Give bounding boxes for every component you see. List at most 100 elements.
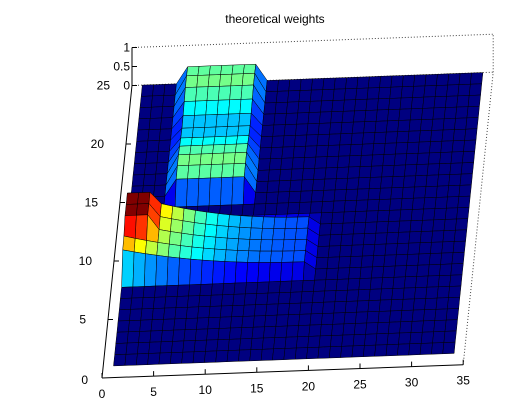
surface-cell	[125, 192, 139, 205]
surface-cell	[295, 227, 309, 240]
surface-cell	[373, 131, 387, 144]
surface-cell	[176, 284, 190, 297]
surface-cell	[261, 228, 275, 241]
surface-cell	[203, 126, 217, 138]
surface-cell	[379, 187, 393, 200]
surface-cell	[333, 301, 347, 314]
surface-cell	[463, 139, 477, 152]
surface-cell	[199, 283, 213, 296]
surface-cell	[457, 83, 471, 97]
y-tick-label: 15	[85, 196, 99, 210]
surface-cell	[273, 113, 287, 126]
surface-cell	[233, 152, 247, 164]
surface-cell	[361, 143, 375, 156]
surface-cell	[146, 140, 160, 153]
surface-cell	[204, 114, 218, 128]
surface-cell	[349, 143, 363, 157]
y-tick-label: 5	[79, 313, 86, 327]
surface-cell	[269, 158, 283, 171]
surface-cell	[305, 134, 319, 147]
surface-cell	[375, 221, 389, 234]
surface-cell	[365, 322, 379, 335]
surface-cell	[412, 197, 426, 210]
surface-cell	[139, 95, 153, 108]
surface-cell	[406, 141, 420, 154]
surface-cell	[278, 180, 292, 193]
surface-cell	[292, 145, 306, 159]
surface-cell	[368, 288, 382, 301]
surface-cell	[265, 79, 279, 93]
surface-cell	[313, 279, 327, 292]
surface-cell	[372, 254, 386, 268]
surface-cell	[272, 348, 286, 361]
surface-cell	[321, 88, 335, 102]
surface-cell	[437, 174, 451, 187]
surface-cell	[382, 265, 396, 278]
surface-cell	[432, 219, 446, 232]
surface-cell	[228, 99, 242, 115]
surface-cell	[205, 211, 219, 226]
surface-cell	[240, 326, 254, 340]
surface-cell	[173, 318, 187, 331]
surface-cell	[447, 73, 461, 86]
surface-cell	[442, 118, 456, 131]
surface-cell	[161, 106, 175, 119]
surface-cell	[124, 203, 138, 216]
surface-cell	[150, 319, 164, 332]
surface-cell	[222, 152, 236, 165]
surface-cell	[317, 346, 331, 359]
surface-cell	[318, 335, 332, 348]
surface-cell	[160, 329, 174, 343]
surface-cell	[247, 250, 261, 263]
surface-cell	[340, 233, 354, 246]
surface-cell	[212, 144, 226, 154]
surface-cell	[149, 330, 163, 343]
surface-cell	[144, 253, 158, 287]
floor-right-edge	[462, 72, 494, 365]
surface-cell	[209, 294, 223, 307]
surface-cell	[298, 313, 312, 326]
surface-cell	[342, 211, 356, 224]
surface-cell	[338, 144, 352, 157]
surface-cell	[358, 277, 372, 291]
surface-cell	[355, 87, 369, 100]
surface-cell	[325, 267, 339, 281]
surface-cell	[138, 330, 152, 343]
surface-cell	[314, 268, 328, 281]
surface-cell	[346, 177, 360, 190]
surface-cell	[272, 228, 286, 241]
surface-cell	[392, 164, 406, 177]
surface-cell	[188, 153, 202, 166]
surface-cell	[298, 89, 312, 102]
surface-cell	[241, 203, 255, 216]
surface-cell	[351, 121, 366, 134]
surface-cell	[158, 352, 172, 365]
surface-cell	[271, 239, 285, 252]
surface-cell	[115, 331, 129, 344]
surface-cell	[270, 250, 284, 263]
surface-cell	[157, 229, 171, 245]
surface-cell	[180, 232, 194, 248]
surface-cell	[254, 192, 268, 205]
surface-cell	[324, 167, 338, 180]
surface-cell	[135, 140, 149, 153]
surface-cell	[153, 184, 167, 197]
surface-cell	[215, 225, 229, 239]
surface-cell	[122, 235, 136, 253]
surface-cell	[181, 115, 195, 129]
surface-cell	[260, 348, 274, 361]
surface-cell	[468, 83, 482, 96]
surface-cell	[194, 100, 208, 116]
surface-cell	[429, 140, 443, 154]
surface-cell	[397, 231, 411, 244]
surface-cell	[216, 339, 230, 352]
surface-cell	[306, 346, 320, 360]
surface-cell	[264, 314, 278, 328]
surface-cell	[327, 245, 341, 258]
surface-cell	[235, 143, 249, 153]
surface-cell	[317, 122, 331, 135]
surface-cell	[250, 337, 264, 350]
surface-cell	[400, 197, 414, 211]
surface-cell	[417, 141, 431, 154]
surface-cell	[409, 331, 423, 345]
